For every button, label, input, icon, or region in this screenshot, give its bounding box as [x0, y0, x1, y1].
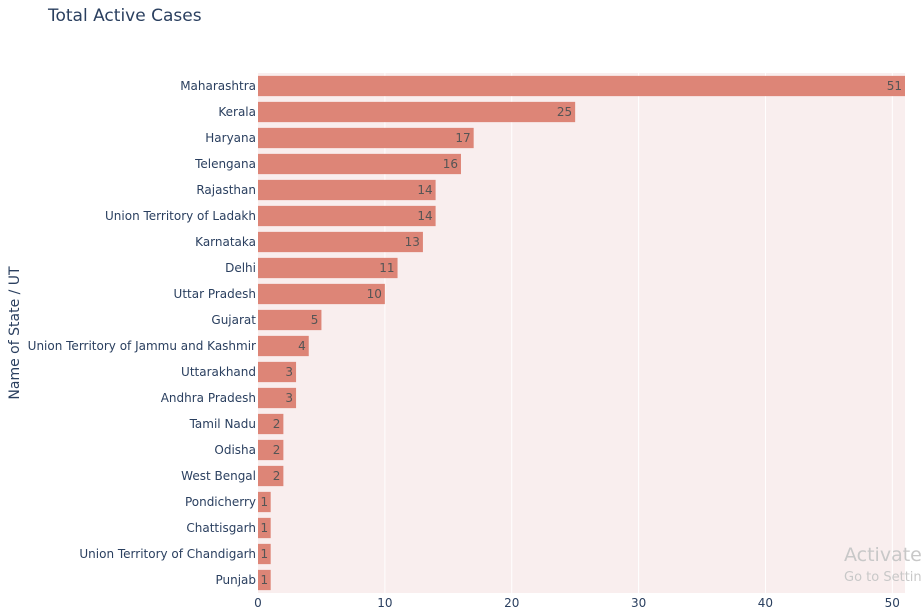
bar — [258, 569, 271, 591]
value-label: 1 — [261, 547, 269, 561]
x-tick-label: 20 — [504, 596, 519, 610]
value-label: 10 — [367, 287, 382, 301]
bar — [258, 517, 271, 539]
category-label: Punjab — [215, 573, 256, 587]
x-tick-label: 0 — [254, 596, 262, 610]
value-label: 3 — [285, 365, 293, 379]
category-labels: Maharashtra Kerala Haryana Telengana Rajasth… — [28, 79, 257, 587]
bar — [258, 439, 284, 461]
category-label: Karnataka — [195, 235, 256, 249]
bar — [258, 231, 423, 253]
bar — [258, 101, 576, 123]
chart-title: Total Active Cases — [48, 6, 202, 26]
value-label: 25 — [557, 105, 572, 119]
category-label: West Bengal — [181, 469, 256, 483]
value-label: 1 — [261, 521, 269, 535]
bar — [258, 283, 385, 305]
category-label: Maharashtra — [180, 79, 256, 93]
category-label: Uttar Pradesh — [174, 287, 256, 301]
bar — [258, 179, 436, 201]
bar — [258, 465, 284, 487]
value-label: 1 — [261, 495, 269, 509]
category-label: Haryana — [205, 131, 256, 145]
bar — [258, 543, 271, 565]
bar — [258, 153, 461, 175]
value-label: 51 — [887, 79, 902, 93]
value-label: 14 — [417, 183, 432, 197]
category-label: Chattisgarh — [186, 521, 256, 535]
bar — [258, 413, 284, 435]
y-axis-title: Name of State / UT — [7, 266, 23, 400]
category-label: Pondicherry — [185, 495, 256, 509]
value-label: 5 — [311, 313, 319, 327]
value-label: 2 — [273, 443, 281, 457]
category-label: Union Territory of Ladakh — [105, 209, 256, 223]
category-label: Gujarat — [211, 313, 256, 327]
bar — [258, 309, 322, 331]
value-label: 13 — [405, 235, 420, 249]
x-tick-label: 10 — [377, 596, 392, 610]
x-tick-label: 50 — [885, 596, 900, 610]
value-label: 4 — [298, 339, 306, 353]
value-label: 1 — [261, 573, 269, 587]
x-tick-labels: 0 10 20 30 40 50 — [254, 596, 900, 610]
category-label: Rajasthan — [196, 183, 256, 197]
category-label: Delhi — [225, 261, 256, 275]
bar — [258, 491, 271, 513]
bar — [258, 127, 474, 149]
value-label: 14 — [417, 209, 432, 223]
category-label: Tamil Nadu — [189, 417, 256, 431]
watermark-activate: Activate — [844, 544, 921, 566]
value-label: 17 — [455, 131, 470, 145]
category-label: Telengana — [194, 157, 256, 171]
bar — [258, 257, 398, 279]
value-label: 2 — [273, 417, 281, 431]
gridlines — [384, 73, 893, 593]
watermark-settings: Go to Settin — [844, 570, 921, 585]
value-label: 11 — [379, 261, 394, 275]
category-label: Union Territory of Chandigarh — [79, 547, 256, 561]
value-label: 3 — [285, 391, 293, 405]
x-tick-label: 40 — [758, 596, 773, 610]
value-label: 16 — [443, 157, 458, 171]
bar — [258, 335, 309, 357]
category-label: Uttarakhand — [181, 365, 256, 379]
category-label: Kerala — [218, 105, 256, 119]
plot-background — [258, 73, 905, 593]
bar — [258, 205, 436, 227]
category-label: Odisha — [214, 443, 256, 457]
bar — [258, 75, 905, 97]
x-tick-label: 30 — [631, 596, 646, 610]
bar — [258, 387, 297, 409]
bar — [258, 361, 297, 383]
category-label: Andhra Pradesh — [161, 391, 256, 405]
category-label: Union Territory of Jammu and Kashmir — [28, 339, 256, 353]
value-label: 2 — [273, 469, 281, 483]
